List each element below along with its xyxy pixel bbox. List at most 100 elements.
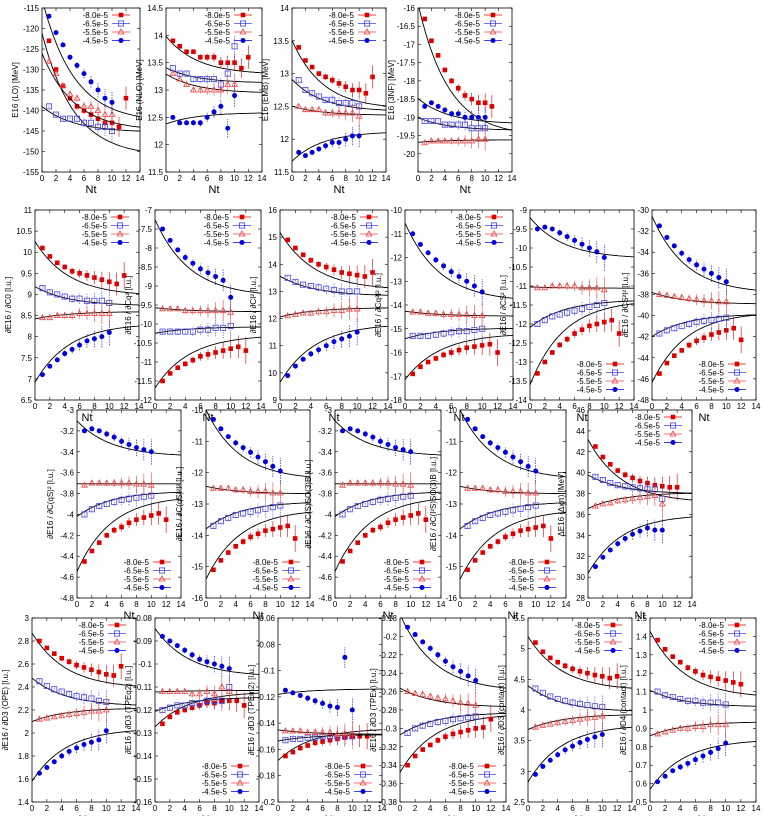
y-axis-label: ∂E16 / ∂D3 (OPE) [l.u.] [1,670,10,751]
data-point--6.5e-5-2 [217,518,224,525]
legend-label: -6.5e-5 [83,20,109,29]
data-point--5.5e-5-5 [315,307,323,315]
data-point--8.0e-5-1 [37,638,42,644]
y-tick-label: -14 [191,531,203,540]
y-tick-label: -0.34 [379,761,398,770]
data-point--4.5e-5-6 [448,269,454,275]
data-point--6.5e-5-2 [289,735,296,742]
y-tick-label: -19 [403,113,415,122]
legend-label: -6.5e-5 [329,20,355,29]
data-point--5.5e-5-10 [722,720,730,728]
data-point--4.5e-5-3 [300,356,306,362]
y-tick-label: -0.38 [379,798,398,807]
data-point--8.0e-5-6 [448,350,454,355]
x-tick-label: 4 [59,804,64,813]
data-point--8.0e-5-2 [542,359,548,365]
data-point--8.0e-5-3 [435,53,441,58]
data-point--4.5e-5-6 [694,262,700,268]
data-point--5.5e-5-4 [181,687,189,694]
data-point--5.5e-5-6 [629,494,637,502]
legend-marker--6.5e-5 [734,369,741,376]
x-tick-label: 12 [291,600,300,609]
data-point--4.5e-5-7 [211,109,217,115]
data-point--8.0e-5-8 [393,517,398,522]
data-point--6.5e-5-5 [448,121,455,128]
y-tick-label: -18 [403,77,415,86]
data-point--8.0e-5-11 [111,673,117,678]
x-tick-label: 4 [233,600,238,609]
data-point--5.5e-5-4 [432,309,440,316]
legend-label: -4.5e-5 [253,584,279,593]
legend-marker--8.0e-5 [491,214,497,220]
data-point--5.5e-5-5 [73,94,81,101]
legend: -8.0e-5-6.5e-5-5.5e-5-4.5e-5 [204,213,251,248]
legend-label: -8.0e-5 [329,11,355,20]
legend-label: -6.5e-5 [509,567,535,576]
x-tick-label: 0 [164,174,169,183]
data-point--6.5e-5-10 [722,701,729,708]
legend: -8.0e-5-6.5e-5-5.5e-5-4.5e-5 [577,360,624,395]
x-tick-label: 0 [204,600,209,609]
y-tick-label: 13 [154,86,163,95]
legend-marker--6.5e-5 [236,771,243,778]
data-point--8.0e-5-7 [456,347,462,353]
x-tick-label: 8 [92,402,97,411]
legend-marker--5.5e-5 [113,638,121,645]
data-point--6.5e-5-3 [174,328,181,335]
data-point--4.5e-5-4 [233,440,239,446]
legend-marker--5.5e-5 [489,28,497,35]
data-point--5.5e-5-1 [158,687,166,694]
x-tick-label: 14 [378,804,387,813]
data-point--5.5e-5-6 [441,695,449,702]
data-point--6.5e-5-10 [354,288,361,295]
data-point--5.5e-5-3 [606,499,614,506]
x-tick-label: 12 [241,402,250,411]
data-point--5.5e-5-6 [328,109,336,116]
data-point--5.5e-5-2 [301,105,309,113]
data-point--8.0e-5-1 [160,378,165,384]
data-point--5.5e-5-4 [304,728,312,735]
data-point--6.5e-5-8 [584,702,591,709]
y-tick-label: 2.4 [18,683,30,692]
legend-label: -5.5e-5 [575,638,601,647]
data-point--4.5e-5-7 [336,139,342,145]
data-point--4.5e-5-6 [320,700,326,706]
data-point--5.5e-5-4 [486,486,494,493]
y-axis-label: E16 (LO) [MeV] [11,62,20,118]
data-point--6.5e-5-3 [183,70,190,77]
data-point--5.5e-5-2 [166,304,174,312]
legend-label: -8.0e-5 [82,213,108,222]
data-point--8.0e-5-7 [331,267,337,273]
data-point--4.5e-5-4 [59,753,65,759]
data-point--5.5e-5-5 [685,294,693,302]
x-tick-label: 12 [494,174,503,183]
data-point--4.5e-5-7 [81,742,87,747]
data-point--4.5e-5-9 [471,283,477,289]
data-point--6.5e-5-2 [292,278,299,285]
data-point--5.5e-5-7 [455,310,463,317]
x-tick-label: 6 [456,174,461,183]
data-point--6.5e-5-3 [54,291,61,298]
y-tick-label: -10 [191,406,203,415]
y-tick-label: -0.26 [379,688,398,697]
data-point--5.5e-5-3 [548,282,556,289]
data-point--8.0e-5-1 [535,371,540,376]
data-point--4.5e-5-6 [81,71,87,77]
data-point--4.5e-5-9 [715,746,721,752]
data-point--4.5e-5-6 [323,343,329,349]
data-point--8.0e-5-12 [738,337,744,343]
data-point--4.5e-5-8 [644,525,650,531]
plot-area [32,632,136,782]
data-point--6.5e-5-4 [67,115,74,122]
data-point--5.5e-5-8 [517,487,525,494]
x-tick-label: 14 [508,174,517,183]
x-tick-label: 0 [276,804,281,813]
y-tick-label: -150 [23,148,40,157]
data-point--5.5e-5-7 [87,102,95,109]
x-tick-label: 14 [257,402,266,411]
data-point--8.0e-5-2 [347,548,353,554]
data-point--6.5e-5-1 [159,707,166,714]
data-point--4.5e-5-9 [652,527,658,533]
legend-label: -4.5e-5 [699,647,725,656]
data-point--4.5e-5-9 [220,277,226,283]
